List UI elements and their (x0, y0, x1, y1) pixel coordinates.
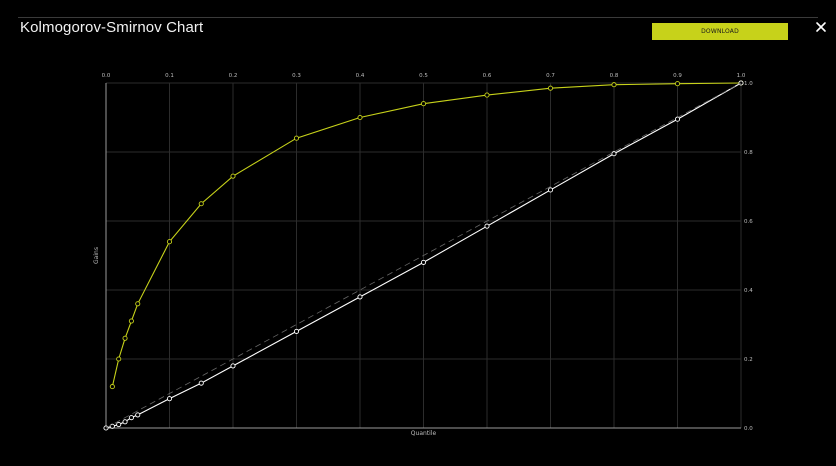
data-point (357, 114, 363, 121)
data-point (135, 412, 141, 418)
x-tick-label: 0.4 (356, 73, 365, 79)
series (103, 80, 744, 431)
x-tick-label: 0.2 (229, 73, 238, 79)
data-point (547, 187, 554, 193)
series-line-0 (111, 82, 742, 387)
data-point (128, 318, 134, 324)
data-point (230, 173, 236, 179)
data-point (122, 335, 128, 341)
data-point (122, 419, 128, 425)
data-point (166, 396, 173, 402)
data-point (293, 328, 300, 334)
axes: 0.0 0.1 0.2 0.3 0.4 0.5 0.6 0.7 0.8 0.9 1.0 0.0 0.2 0… (102, 73, 754, 432)
data-point (166, 239, 173, 245)
data-point (128, 415, 134, 421)
close-button[interactable] (812, 18, 830, 36)
y-tick-label: 0.6 (744, 219, 753, 225)
y-tick-label: 0.8 (744, 150, 753, 156)
x-tick-label: 0.7 (546, 73, 555, 79)
data-point (547, 85, 554, 91)
y-tick-label: 0.0 (744, 426, 753, 432)
y-tick-label: 1.0 (744, 81, 753, 87)
header-divider (18, 17, 818, 18)
data-point (230, 363, 236, 369)
x-axis-label: Quantile (411, 430, 437, 437)
diagonal-reference-line (105, 82, 742, 429)
grid (106, 82, 742, 428)
x-tick-label: 0.9 (673, 73, 682, 79)
data-point (109, 423, 115, 429)
data-point (109, 384, 115, 390)
data-point (116, 356, 122, 362)
data-point (484, 223, 490, 229)
data-point (674, 81, 681, 87)
data-point (611, 151, 617, 157)
data-point (420, 101, 427, 107)
data-point (611, 82, 617, 88)
data-point (420, 259, 427, 265)
data-point (357, 294, 363, 300)
data-point (116, 421, 122, 428)
y-tick-label: 0.4 (744, 288, 753, 294)
x-tick-label: 0.6 (483, 73, 492, 79)
data-point (198, 201, 204, 207)
data-point (198, 380, 204, 386)
data-point (484, 92, 490, 98)
data-point (135, 301, 141, 307)
axis-labels: Quantile Gains (93, 247, 436, 437)
x-tick-label: 0.0 (102, 73, 111, 79)
y-tick-label: 0.2 (744, 357, 753, 363)
page-title: Kolmogorov-Smirnov Chart (20, 19, 204, 36)
close-icon (816, 22, 826, 32)
x-tick-label: 0.1 (165, 73, 174, 79)
x-tick-label: 0.5 (419, 73, 428, 79)
x-tick-label: 1.0 (737, 73, 746, 79)
x-tick-label: 0.8 (610, 73, 619, 79)
download-button[interactable]: DOWNLOAD (652, 23, 788, 40)
x-tick-label: 0.3 (292, 73, 301, 79)
y-axis-label: Gains (93, 247, 100, 264)
data-point (293, 135, 300, 141)
